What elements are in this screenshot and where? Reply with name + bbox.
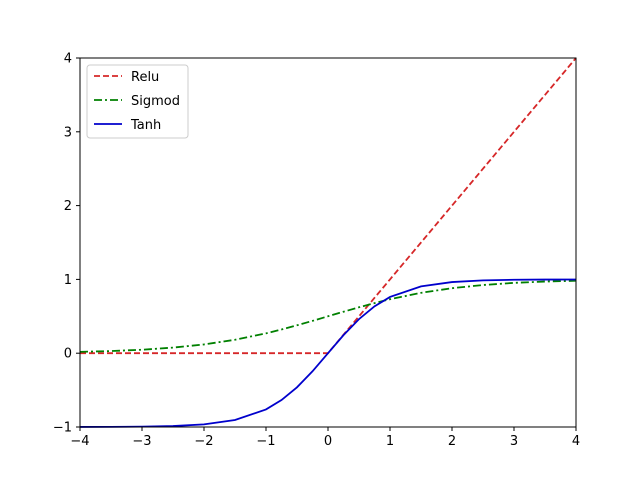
x-tick-label: 3	[510, 434, 518, 449]
legend-label-sigmod: Sigmod	[131, 94, 180, 109]
x-tick-label: 2	[448, 434, 456, 449]
x-tick-label: 4	[572, 434, 580, 449]
series-line-sigmod	[79, 279, 577, 353]
x-tick-label: 1	[386, 434, 394, 449]
legend-box	[86, 64, 189, 139]
series-layer	[79, 57, 577, 428]
x-tick-label: 0	[324, 434, 332, 449]
y-tick-label: 2	[64, 199, 72, 214]
x-tick-label: −4	[70, 434, 89, 449]
y-tick-label: 0	[64, 347, 72, 362]
legend-label-tanh: Tanh	[130, 118, 161, 133]
legend: Relu Sigmod Tanh	[86, 64, 189, 139]
axis-ticks: −4 −3 −2 −1 0 1 2 3 4 −1 0 1 2 3 4	[53, 52, 580, 450]
x-tick-label: −1	[256, 434, 275, 449]
y-tick-label: 1	[64, 273, 72, 288]
y-tick-label: −1	[53, 421, 72, 436]
series-line-tanh	[79, 278, 577, 428]
y-tick-label: 4	[64, 52, 72, 67]
x-tick-label: −2	[194, 434, 213, 449]
x-tick-label: −3	[132, 434, 151, 449]
legend-label-relu: Relu	[131, 70, 159, 85]
y-tick-label: 3	[64, 125, 72, 140]
